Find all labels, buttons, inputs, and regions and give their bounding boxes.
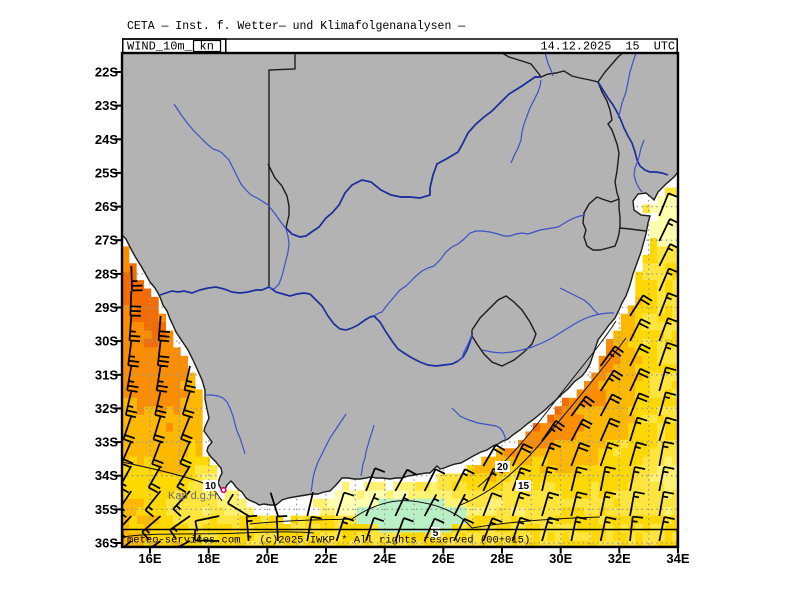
- svg-text:28E: 28E: [490, 551, 513, 566]
- svg-text:10: 10: [205, 481, 217, 492]
- svg-text:25S: 25S: [95, 165, 118, 180]
- svg-text:20E: 20E: [256, 551, 279, 566]
- svg-text:CETA — Inst. f. Wetter— und Kl: CETA — Inst. f. Wetter— und Klimafolgena…: [127, 20, 465, 33]
- svg-text:29S: 29S: [95, 300, 118, 315]
- svg-text:16E: 16E: [138, 551, 161, 566]
- svg-text:24S: 24S: [95, 132, 118, 147]
- svg-text:22S: 22S: [95, 65, 118, 80]
- svg-text:32S: 32S: [95, 401, 118, 416]
- svg-text:23S: 23S: [95, 98, 118, 113]
- svg-text:30E: 30E: [549, 551, 572, 566]
- svg-text:26E: 26E: [432, 551, 455, 566]
- svg-text:30S: 30S: [95, 334, 118, 349]
- svg-text:15: 15: [518, 481, 530, 492]
- svg-text:WIND_10m_: WIND_10m_: [127, 40, 193, 54]
- svg-text:24E: 24E: [373, 551, 396, 566]
- svg-text:36S: 36S: [95, 536, 118, 551]
- svg-text:35S: 35S: [95, 502, 118, 517]
- svg-text:34E: 34E: [666, 551, 689, 566]
- svg-text:22E: 22E: [314, 551, 337, 566]
- svg-text:kn: kn: [200, 40, 214, 54]
- svg-text:32E: 32E: [608, 551, 631, 566]
- svg-text:31S: 31S: [95, 367, 118, 382]
- svg-text:26S: 26S: [95, 199, 118, 214]
- svg-text:28S: 28S: [95, 266, 118, 281]
- svg-text:27S: 27S: [95, 233, 118, 248]
- svg-text:18E: 18E: [197, 551, 220, 566]
- svg-text:meteo-services.com * (c)2025 I: meteo-services.com * (c)2025 IWKP * All …: [127, 535, 530, 547]
- svg-text:14.12.2025 15 UTC: 14.12.2025 15 UTC: [540, 40, 675, 54]
- svg-text:5: 5: [433, 528, 439, 539]
- svg-text:33S: 33S: [95, 435, 118, 450]
- svg-text:34S: 34S: [95, 468, 118, 483]
- svg-text:20: 20: [497, 462, 509, 473]
- svg-text:Kap d.g.H.: Kap d.g.H.: [168, 490, 220, 502]
